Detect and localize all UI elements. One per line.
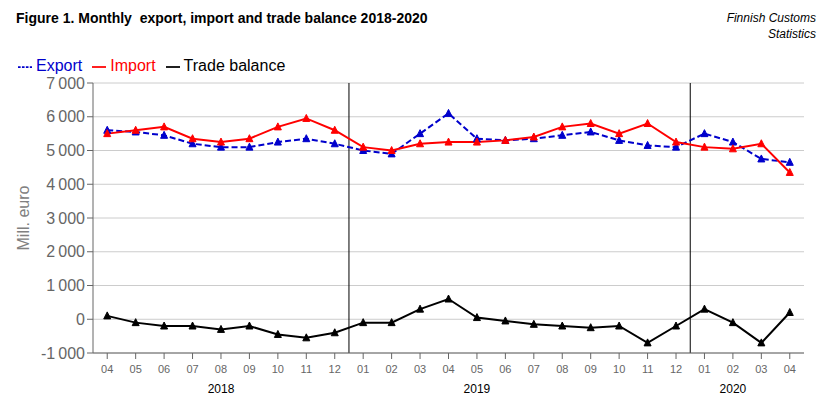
svg-text:01: 01 bbox=[698, 363, 710, 375]
html-text:Statistics: Statistics bbox=[768, 27, 816, 41]
svg-text:10: 10 bbox=[272, 363, 284, 375]
svg-text:11: 11 bbox=[642, 363, 653, 375]
svg-text:2020: 2020 bbox=[720, 382, 747, 396]
svg-text:08: 08 bbox=[556, 363, 568, 375]
svg-text:04: 04 bbox=[101, 363, 113, 375]
svg-text:09: 09 bbox=[585, 363, 597, 375]
html-text:Trade balance: Trade balance bbox=[183, 57, 286, 74]
svg-text:0: 0 bbox=[76, 311, 85, 328]
svg-text:2019: 2019 bbox=[464, 382, 491, 396]
svg-text:04: 04 bbox=[442, 363, 454, 375]
svg-text:06: 06 bbox=[158, 363, 170, 375]
svg-text:1 000: 1 000 bbox=[46, 277, 85, 294]
svg-text:5 000: 5 000 bbox=[46, 142, 85, 159]
svg-text:07: 07 bbox=[186, 363, 198, 375]
svg-text:12: 12 bbox=[329, 363, 341, 375]
svg-text:2 000: 2 000 bbox=[46, 243, 85, 260]
svg-text:11: 11 bbox=[301, 363, 312, 375]
svg-text:05: 05 bbox=[471, 363, 483, 375]
svg-text:05: 05 bbox=[130, 363, 142, 375]
svg-text:06: 06 bbox=[499, 363, 511, 375]
svg-text:04: 04 bbox=[784, 363, 796, 375]
html-text:Export: Export bbox=[36, 57, 83, 74]
svg-text:3 000: 3 000 bbox=[46, 210, 85, 227]
svg-text:02: 02 bbox=[385, 363, 397, 375]
svg-text:7 000: 7 000 bbox=[46, 75, 85, 92]
html-text:Finnish Customs: Finnish Customs bbox=[726, 11, 816, 25]
svg-text:6 000: 6 000 bbox=[46, 108, 85, 125]
svg-text:03: 03 bbox=[755, 363, 767, 375]
svg-text:02: 02 bbox=[727, 363, 739, 375]
svg-text:12: 12 bbox=[670, 363, 682, 375]
html-text:Import: Import bbox=[110, 57, 156, 74]
svg-text:Mill. euro: Mill. euro bbox=[15, 185, 32, 250]
svg-text:01: 01 bbox=[357, 363, 369, 375]
svg-text:2018: 2018 bbox=[208, 382, 235, 396]
svg-text:08: 08 bbox=[215, 363, 227, 375]
svg-text:4 000: 4 000 bbox=[46, 176, 85, 193]
svg-text:09: 09 bbox=[243, 363, 255, 375]
svg-text:03: 03 bbox=[414, 363, 426, 375]
svg-text:07: 07 bbox=[528, 363, 540, 375]
svg-text:10: 10 bbox=[613, 363, 625, 375]
html-text:Figure 1. Monthly export, impo: Figure 1. Monthly export, import and tra… bbox=[16, 10, 428, 26]
svg-text:-1 000: -1 000 bbox=[41, 345, 85, 362]
